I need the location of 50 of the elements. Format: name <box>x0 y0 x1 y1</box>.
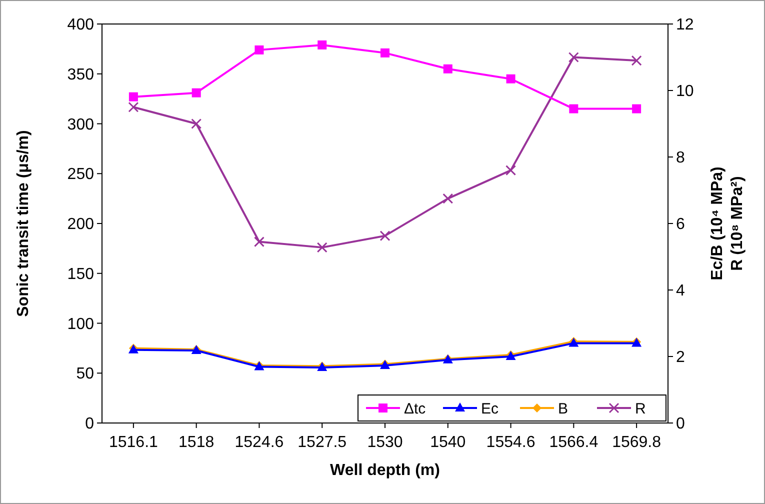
x-tick-label: 1524.6 <box>234 434 284 451</box>
y2-tick-label: 4 <box>676 282 685 300</box>
x-axis-title: Well depth (m) <box>330 462 440 479</box>
y2-tick-label: 6 <box>676 216 685 234</box>
x-tick-label: 1540 <box>430 434 466 451</box>
point <box>316 242 328 253</box>
x-tick-label: 1530 <box>367 434 403 451</box>
point <box>191 118 202 129</box>
legend-label: Δtc <box>404 400 426 418</box>
point <box>254 236 264 248</box>
y2-tick-label: 2 <box>676 349 685 366</box>
point <box>380 48 390 58</box>
y-tick-label: 200 <box>67 216 94 234</box>
point <box>631 55 642 66</box>
point <box>380 230 390 242</box>
legend-label: Ec <box>481 400 500 418</box>
y-tick-label: 150 <box>67 266 94 283</box>
y-tick-label: 300 <box>67 116 94 134</box>
x-tick-label: 1516.1 <box>108 434 158 451</box>
point <box>442 193 454 204</box>
x-tick-label: 1569.8 <box>612 434 662 451</box>
y-tick-label: 400 <box>67 16 94 34</box>
point <box>632 104 642 114</box>
legend-label: B <box>558 400 568 418</box>
y-tick-label: 0 <box>85 416 94 433</box>
y-axis-title: Sonic transit time (μs/m) <box>15 130 32 317</box>
y-tick-label: 250 <box>67 166 94 184</box>
legend-label: R <box>635 400 646 418</box>
y2-axis-title: Ec/B (10⁴ MPa) R (10⁸ MPa²) <box>709 166 746 280</box>
point <box>128 102 139 112</box>
point <box>506 165 516 176</box>
y-tick-label: 50 <box>76 366 94 383</box>
point <box>568 52 579 62</box>
y2-tick-label: 12 <box>676 16 694 34</box>
point <box>443 64 452 74</box>
x-tick-label: 1518 <box>178 434 214 451</box>
y2-tick-label: 8 <box>676 150 685 167</box>
point <box>192 88 201 98</box>
y2-tick-label: 0 <box>676 416 685 433</box>
x-tick-label: 1527.5 <box>298 434 347 451</box>
y-tick-label: 100 <box>67 316 94 333</box>
y2-tick-label: 10 <box>676 83 694 100</box>
point <box>318 40 327 50</box>
point <box>569 104 578 114</box>
y-tick-label: 350 <box>67 66 94 84</box>
x-tick-label: 1566.4 <box>549 434 598 451</box>
point <box>254 45 264 54</box>
point <box>128 92 138 102</box>
point <box>506 74 516 84</box>
x-tick-label: 1554.6 <box>486 434 536 451</box>
